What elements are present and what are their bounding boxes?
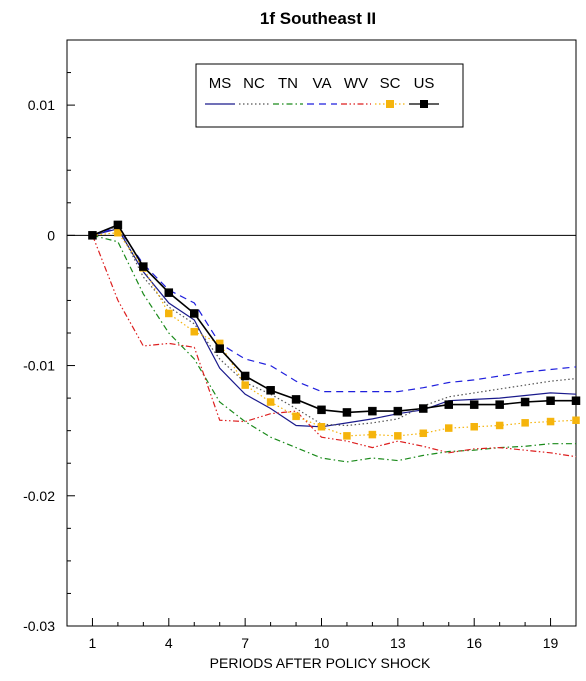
data-point-us — [393, 406, 403, 416]
data-point-us — [291, 395, 301, 404]
series-layer — [88, 220, 581, 463]
chart-title: 1f Southeast II — [260, 9, 376, 28]
data-point-us — [317, 405, 326, 415]
data-point-sc — [114, 228, 122, 237]
plot-frame — [66, 39, 577, 627]
data-point-sc — [445, 424, 453, 432]
series-us — [88, 220, 581, 417]
x-tick-label: 16 — [466, 635, 482, 651]
legend-label-va: VA — [313, 75, 332, 92]
series-tn — [92, 234, 576, 463]
data-point-sc — [190, 327, 198, 336]
x-tick-label: 7 — [241, 635, 249, 651]
legend-label-ms: MS — [209, 75, 232, 92]
x-tick-label: 19 — [543, 635, 559, 651]
y-tick-label: 0.01 — [28, 97, 55, 113]
data-point-sc — [495, 421, 504, 430]
series-nc — [92, 225, 577, 427]
legend-label-wv: WV — [344, 75, 368, 92]
data-point-us — [266, 386, 275, 395]
series-line-us — [92, 223, 576, 414]
y-tick-label: 0 — [47, 227, 55, 243]
series-line-ms — [92, 228, 577, 428]
series-line-sc — [92, 232, 577, 437]
data-point-us — [419, 404, 428, 413]
legend-label-us: US — [414, 75, 435, 92]
data-point-us — [546, 396, 555, 405]
series-line-tn — [92, 234, 576, 463]
x-tick-label: 13 — [390, 635, 406, 651]
series-line-va — [92, 226, 577, 393]
legend-marker-us — [420, 100, 428, 108]
data-point-us — [469, 400, 479, 409]
data-point-sc — [241, 381, 249, 389]
legend-label-sc: SC — [380, 75, 401, 92]
series-sc — [88, 228, 580, 440]
data-point-us — [190, 309, 199, 318]
data-point-us — [88, 231, 97, 240]
data-point-us — [495, 400, 504, 409]
data-point-us — [520, 397, 530, 407]
data-point-sc — [368, 430, 377, 439]
y-tick-label: -0.02 — [23, 488, 55, 504]
data-point-sc — [292, 412, 300, 421]
data-point-us — [571, 396, 581, 405]
data-point-us — [240, 371, 250, 381]
legend-label-tn: TN — [278, 75, 298, 92]
data-point-sc — [266, 398, 275, 406]
data-point-us — [368, 406, 377, 416]
x-axis: 1 4 7 10 13 16 19 — [89, 618, 577, 651]
series-line-nc — [92, 225, 577, 427]
data-point-sc — [343, 432, 351, 440]
x-tick-label: 1 — [89, 635, 97, 651]
data-point-sc — [470, 423, 478, 431]
data-point-sc — [572, 416, 580, 424]
data-point-sc — [419, 429, 428, 438]
data-point-us — [113, 220, 123, 230]
legend: MS NC TN VA WV SC US — [195, 63, 464, 128]
data-point-us — [215, 344, 224, 353]
data-point-us — [444, 400, 453, 409]
data-point-sc — [317, 423, 326, 431]
data-point-us — [342, 408, 352, 417]
y-tick-label: -0.01 — [23, 358, 55, 374]
series-va — [92, 226, 577, 393]
data-point-sc — [165, 309, 173, 318]
legend-marker-sc — [386, 100, 394, 108]
data-point-sc — [546, 417, 555, 426]
data-point-us — [164, 288, 174, 297]
data-point-sc — [394, 432, 402, 440]
y-tick-label: -0.03 — [23, 618, 55, 634]
legend-label-nc: NC — [243, 75, 265, 92]
x-tick-label: 10 — [314, 635, 330, 651]
legend-box — [195, 63, 464, 128]
data-point-sc — [521, 419, 529, 427]
series-line-wv — [91, 235, 577, 458]
series-wv — [91, 235, 577, 458]
data-point-us — [139, 262, 148, 271]
x-tick-label: 4 — [165, 635, 173, 651]
series-ms — [92, 228, 577, 428]
x-axis-label: PERIODS AFTER POLICY SHOCK — [210, 655, 431, 671]
